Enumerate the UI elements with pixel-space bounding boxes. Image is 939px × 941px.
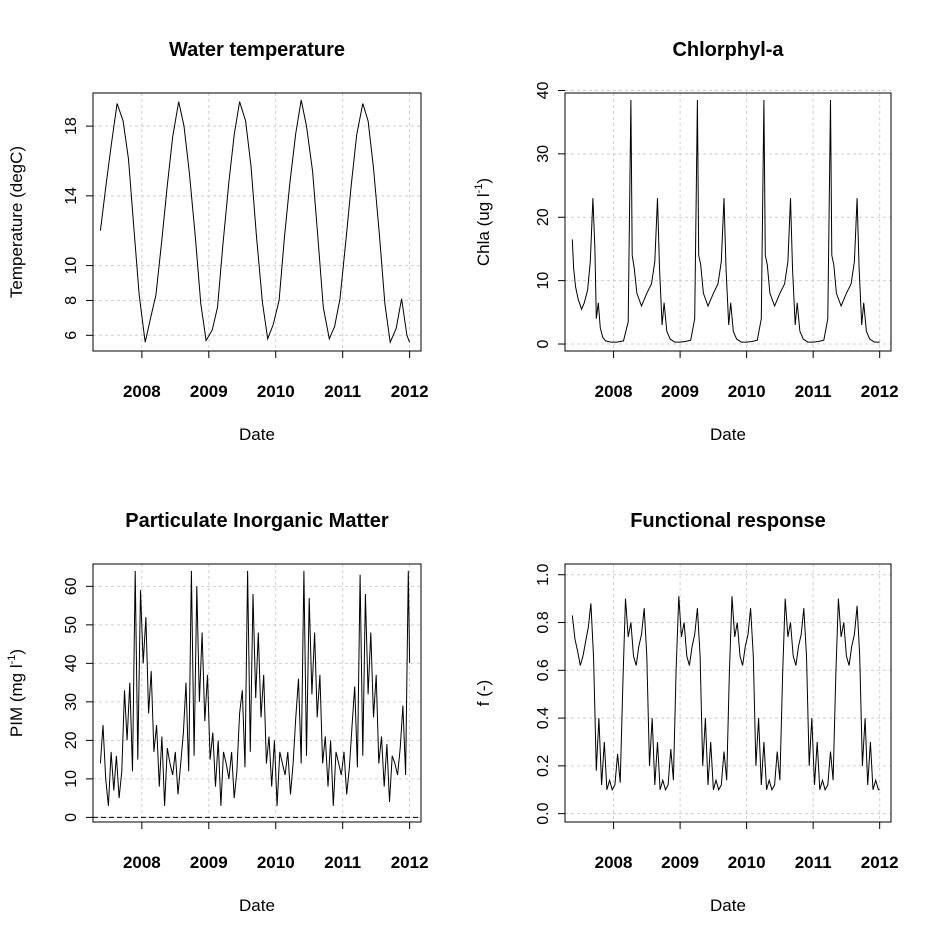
y-tick-label-30: 30 <box>63 693 80 711</box>
x-tick-label-2010: 2010 <box>728 853 766 872</box>
y-tick-label-20: 20 <box>63 731 80 749</box>
x-axis-label: Date <box>239 425 275 444</box>
plot-frame <box>564 92 892 352</box>
x-tick-label-2008: 2008 <box>595 853 633 872</box>
x-tick-label-2011: 2011 <box>795 382 832 401</box>
chart-title: Functional response <box>630 510 826 532</box>
x-tick-label-2011: 2011 <box>324 382 361 401</box>
x-tick-label-2012: 2012 <box>391 382 429 401</box>
y-tick-label-50: 50 <box>63 616 80 634</box>
series-line-water-temperature <box>99 99 411 345</box>
grid <box>93 93 421 351</box>
y-tick-label-10: 10 <box>63 770 80 788</box>
x-axis-label: Date <box>710 425 746 444</box>
series-line-particulate-inorganic-matter <box>99 570 411 806</box>
y-tick-label-30: 30 <box>535 145 552 163</box>
y-tick-label-0: 0.0 <box>535 802 552 824</box>
chart-title: Chlorphyl-a <box>672 39 784 61</box>
y-tick-label-14: 14 <box>63 187 80 205</box>
panel-functional-response: Functional response 2008 2009 2010 2011 2012 0… <box>474 510 899 915</box>
x-tick-label-2012: 2012 <box>391 853 429 872</box>
x-tick-label-2009: 2009 <box>190 382 228 401</box>
y-axis-label: f (-) <box>474 680 493 706</box>
x-tick-label-2009: 2009 <box>190 853 228 872</box>
y-tick-label-6: 6 <box>63 331 80 340</box>
y-tick-label-18: 18 <box>63 117 80 135</box>
x-tick-label-2012: 2012 <box>861 382 899 401</box>
x-tick-label-2010: 2010 <box>257 853 295 872</box>
y-tick-label-40: 40 <box>63 654 80 672</box>
panel-water-temperature: Water temperature 2008 2009 2010 2011 2012 6 8 1… <box>7 39 429 444</box>
plot-frame <box>92 563 422 823</box>
x-tick-label-2009: 2009 <box>661 853 699 872</box>
grid <box>565 89 891 351</box>
plot-frame <box>92 92 422 352</box>
y-tick-label-0-4: 0.4 <box>535 707 552 729</box>
x-tick-label-2011: 2011 <box>795 853 832 872</box>
x-tick-label-2011: 2011 <box>324 853 361 872</box>
x-axis-label: Date <box>710 896 746 915</box>
y-tick-label-60: 60 <box>63 577 80 595</box>
y-tick-label-0: 0 <box>63 813 80 822</box>
x-tick-label-2012: 2012 <box>861 853 899 872</box>
series-line-functional-response <box>571 596 880 792</box>
y-axis-label: Temperature (degC) <box>7 146 26 298</box>
plot-frame <box>564 563 892 823</box>
y-tick-label-40: 40 <box>535 81 552 99</box>
x-tick-label-2008: 2008 <box>123 382 161 401</box>
x-axis-label: Date <box>239 896 275 915</box>
y-tick-label-20: 20 <box>535 208 552 226</box>
x-tick-label-2008: 2008 <box>595 382 633 401</box>
y-tick-label-0-8: 0.8 <box>535 611 552 633</box>
y-tick-label-0-2: 0.2 <box>535 755 552 777</box>
y-tick-label-1: 1.0 <box>535 564 552 586</box>
grid <box>565 564 891 822</box>
y-axis-label: Chla (ug l-1) <box>473 178 493 266</box>
y-tick-label-10: 10 <box>535 272 552 290</box>
chart-title: Water temperature <box>169 39 345 61</box>
panel-chlorphyl-a: Chlorphyl-a 2008 2009 2010 2011 2012 0 10 20 30 40… <box>473 39 899 444</box>
x-tick-label-2008: 2008 <box>123 853 161 872</box>
grid <box>93 564 421 822</box>
series-line-chlorphyl-a <box>571 99 880 343</box>
y-tick-label-0: 0 <box>535 339 552 348</box>
chart-title: Particulate Inorganic Matter <box>125 510 389 532</box>
y-tick-label-8: 8 <box>63 296 80 305</box>
x-tick-label-2009: 2009 <box>661 382 699 401</box>
y-axis-label: PIM (mg l-1) <box>6 649 26 737</box>
y-tick-label-0-6: 0.6 <box>535 659 552 681</box>
x-tick-label-2010: 2010 <box>728 382 766 401</box>
x-tick-label-2010: 2010 <box>257 382 295 401</box>
y-tick-label-10: 10 <box>63 257 80 275</box>
